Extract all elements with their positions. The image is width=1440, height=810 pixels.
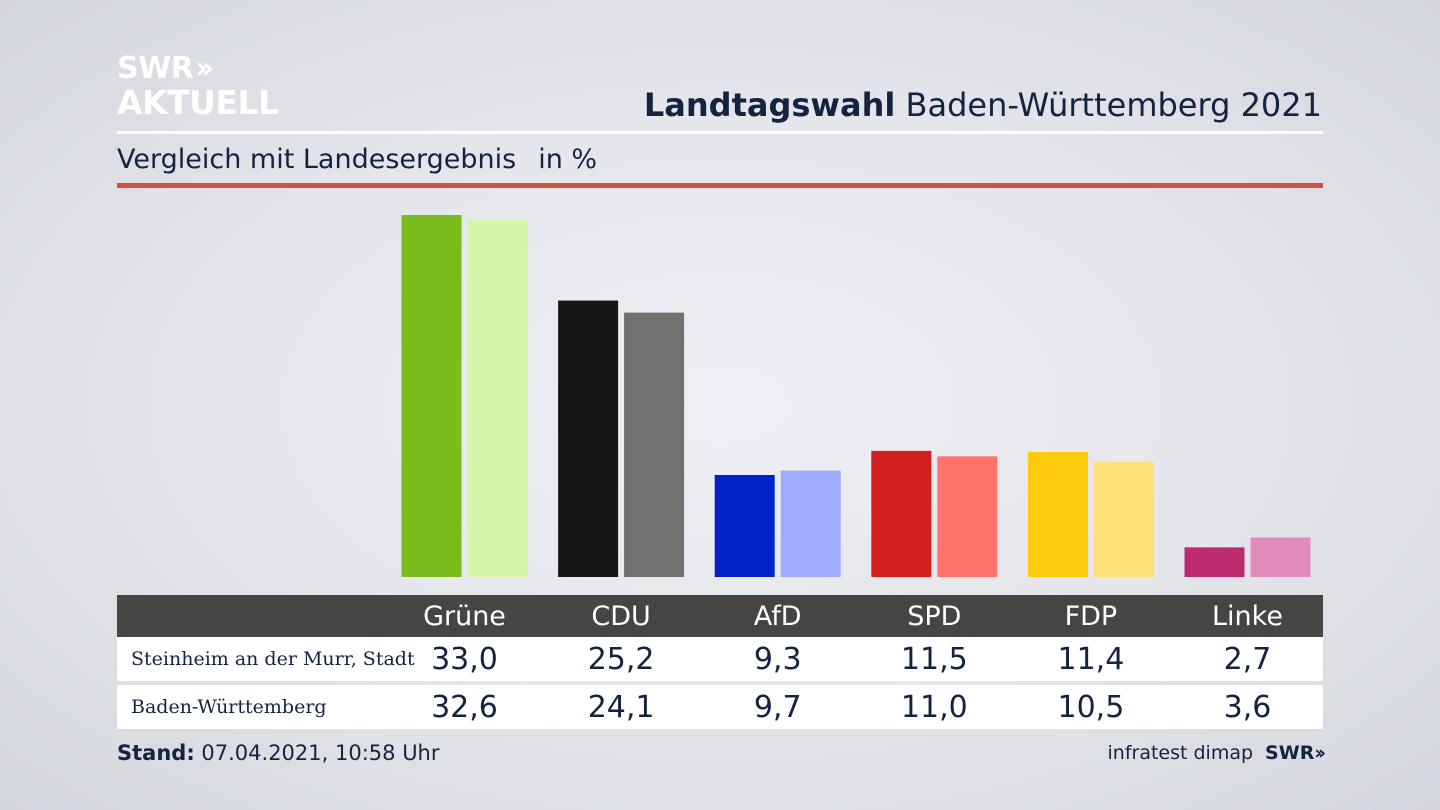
title-bold: Landtagswahl [643, 86, 896, 124]
table-header-row: Grüne CDU AfD SPD FDP Linke [117, 595, 1323, 637]
swr-aktuell-logo: SWR ›› AKTUELL [117, 51, 279, 122]
row-label-state: Baden-Württemberg [131, 696, 327, 718]
results-table: Grüne CDU AfD SPD FDP Linke Steinheim an der … [117, 595, 1323, 729]
logo-line1: SWR [117, 51, 194, 86]
bar-spd-state [937, 456, 998, 577]
bar-fdp-state [1093, 461, 1154, 577]
party-label-grune: Grüne [423, 600, 506, 632]
party-label-linke: Linke [1212, 600, 1283, 632]
value-linke-state: 3,6 [1223, 689, 1272, 725]
value-cdu-state: 24,1 [587, 689, 655, 725]
stand-value: 07.04.2021, 10:58 Uhr [201, 741, 440, 765]
bar-spd-local [871, 450, 932, 577]
row-label-local: Steinheim an der Murr, Stadt [131, 648, 415, 670]
party-label-spd: SPD [907, 600, 962, 632]
bar-cdu-state [624, 312, 685, 577]
stand-label: Stand: [117, 741, 195, 765]
bar-linke-local [1184, 547, 1245, 577]
value-fdp-local: 11,4 [1057, 641, 1125, 677]
table-row-state: Baden-Württemberg 32,6 24,1 9,7 11,0 10,5 3,6 [117, 685, 1323, 729]
value-linke-local: 2,7 [1223, 641, 1272, 677]
bar-grune-local [401, 215, 462, 577]
logo-line2: AKTUELL [117, 83, 279, 122]
title-rest: Baden-Württemberg 2021 [905, 86, 1323, 124]
value-fdp-state: 10,5 [1057, 689, 1125, 725]
timestamp: Stand: 07.04.2021, 10:58 Uhr [117, 741, 440, 765]
value-spd-local: 11,5 [900, 641, 968, 677]
subtitle: Vergleich mit Landesergebnis in % [117, 144, 597, 175]
swr-brand: SWR›› [1265, 742, 1326, 764]
bar-afd-local [714, 474, 775, 577]
source-label: infratest dimap [1107, 742, 1254, 764]
table-row-local: Steinheim an der Murr, Stadt 33,0 25,2 9,3… [117, 637, 1323, 681]
bar-linke-state [1250, 537, 1311, 577]
title-divider [117, 131, 1323, 134]
page-title: Landtagswahl Baden-Württemberg 2021 [644, 86, 1322, 124]
subtitle-divider [117, 183, 1323, 188]
bar-fdp-local [1027, 451, 1088, 577]
value-afd-state: 9,7 [753, 689, 802, 725]
value-afd-local: 9,3 [753, 641, 802, 677]
source-credit: infratest dimap SWR›› [1107, 742, 1326, 764]
value-grune-local: 33,0 [431, 641, 498, 677]
value-grune-state: 32,6 [431, 689, 498, 725]
bar-grune-state [467, 219, 528, 577]
party-label-fdp: FDP [1064, 600, 1118, 632]
bar-afd-state [780, 470, 841, 577]
subtitle-unit: in % [538, 144, 598, 175]
value-spd-state: 11,0 [900, 689, 968, 725]
brand-text: SWR [1265, 742, 1315, 764]
subtitle-text: Vergleich mit Landesergebnis [117, 144, 517, 175]
party-label-cdu: CDU [591, 600, 651, 632]
double-chevron-right-icon: ›› [1314, 742, 1326, 764]
party-label-afd: AfD [753, 600, 802, 632]
double-chevron-right-icon: ›› [195, 51, 214, 86]
bar-cdu-local [558, 300, 619, 577]
value-cdu-local: 25,2 [587, 641, 655, 677]
